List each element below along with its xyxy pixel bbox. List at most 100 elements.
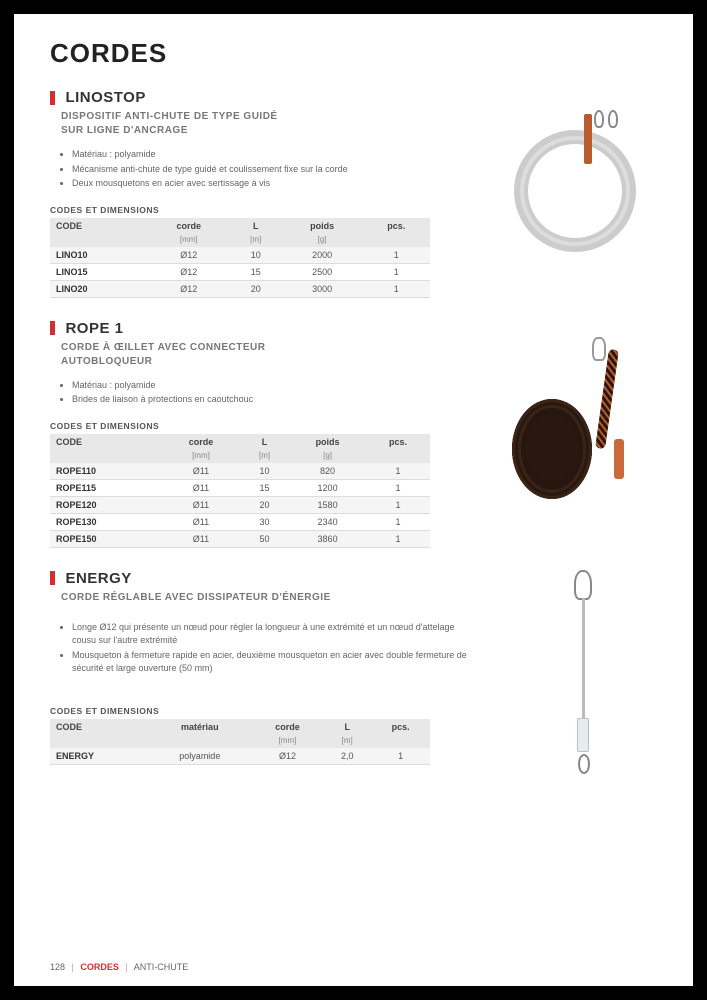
product-name: ROPE 1 [65, 320, 123, 337]
feature-item: Longe Ø12 qui présente un nœud pour régl… [72, 621, 472, 648]
product-heading: ENERGY [50, 570, 472, 588]
table-head-row: CODE corde L poids pcs. [50, 218, 430, 234]
product-image-area [487, 570, 657, 780]
footer-subcategory: ANTI-CHUTE [134, 962, 189, 972]
col-unit: [m] [323, 735, 371, 748]
table-cell: 1580 [289, 496, 366, 513]
feature-item: Mousqueton à fermeture rapide en acier, … [72, 649, 472, 676]
section-rope1: ROPE 1 CORDE À ŒILLET AVEC CONNECTEUR AU… [50, 320, 657, 548]
col-header: L [230, 218, 282, 234]
carabiner-icon [578, 754, 590, 774]
product-name: LINOSTOP [65, 89, 145, 106]
product-heading: ROPE 1 [50, 320, 472, 338]
table-cell: 15 [240, 479, 289, 496]
table-cell: 10 [230, 247, 282, 264]
product-image-area [487, 89, 657, 298]
table-cell: 15 [230, 263, 282, 280]
product-subtitle: CORDE RÉGLABLE AVEC DISSIPATEUR D'ÉNERGI… [61, 591, 472, 605]
col-unit [148, 735, 252, 748]
table-cell: 1 [366, 463, 430, 480]
table-head-row: CODE corde L poids pcs. [50, 434, 430, 450]
table-row: ROPE115Ø111512001 [50, 479, 430, 496]
table-cell: 1 [366, 513, 430, 530]
energy-absorber-icon [577, 718, 589, 752]
table-head-row: CODE matériau corde L pcs. [50, 719, 430, 735]
col-unit: [mm] [162, 450, 240, 463]
col-header: CODE [50, 719, 148, 735]
col-unit [371, 735, 430, 748]
col-header: poids [289, 434, 366, 450]
table-cell: 2,0 [323, 748, 371, 765]
table-row: ROPE110Ø11108201 [50, 463, 430, 480]
table-cell: 1 [366, 496, 430, 513]
table-cell: 1 [366, 530, 430, 547]
col-header: pcs. [371, 719, 430, 735]
col-header: CODE [50, 218, 148, 234]
table-cell: 1 [371, 748, 430, 765]
cord-line [582, 598, 585, 718]
section-content: ENERGY CORDE RÉGLABLE AVEC DISSIPATEUR D… [50, 570, 487, 780]
table-row: ENERGYpolyamideØ122,01 [50, 748, 430, 765]
table-body: ENERGYpolyamideØ122,01 [50, 748, 430, 765]
feature-item: Matériau : polyamide [72, 379, 472, 393]
spec-table: CODE corde L poids pcs. [mm] [m] [g] LIN [50, 218, 430, 298]
col-unit: [g] [289, 450, 366, 463]
section-linostop: LINOSTOP DISPOSITIF ANTI-CHUTE DE TYPE G… [50, 89, 657, 298]
col-unit [366, 450, 430, 463]
col-unit [363, 234, 430, 247]
product-heading: LINOSTOP [50, 89, 472, 107]
table-cell: Ø11 [162, 463, 240, 480]
table-cell: LINO15 [50, 263, 148, 280]
table-cell: 20 [240, 496, 289, 513]
section-energy: ENERGY CORDE RÉGLABLE AVEC DISSIPATEUR D… [50, 570, 657, 780]
table-cell: 2000 [282, 247, 363, 264]
table-cell: 1 [363, 280, 430, 297]
col-header: L [323, 719, 371, 735]
feature-item: Brides de liaison à protections en caout… [72, 393, 472, 407]
table-body: ROPE110Ø11108201ROPE115Ø111512001ROPE120… [50, 463, 430, 548]
feature-item: Matériau : polyamide [72, 148, 472, 162]
table-cell: polyamide [148, 748, 252, 765]
col-header: corde [148, 218, 230, 234]
accent-bar [50, 321, 55, 335]
col-unit [50, 450, 162, 463]
col-header: CODE [50, 434, 162, 450]
col-header: matériau [148, 719, 252, 735]
page-footer: 128 | CORDES | ANTI-CHUTE [50, 962, 188, 972]
catalog-page: CORDES LINOSTOP DISPOSITIF ANTI-CHUTE DE… [14, 14, 693, 986]
col-header: L [240, 434, 289, 450]
col-header: corde [162, 434, 240, 450]
col-header: pcs. [366, 434, 430, 450]
spec-table: CODE matériau corde L pcs. [mm] [m] ENE [50, 719, 430, 765]
table-cell: 30 [240, 513, 289, 530]
table-cell: 50 [240, 530, 289, 547]
rope-black-illustration [502, 339, 642, 529]
table-cell: ROPE120 [50, 496, 162, 513]
table-cell: 1200 [289, 479, 366, 496]
table-cell: ENERGY [50, 748, 148, 765]
accent-bar [50, 91, 55, 105]
table-units-row: [mm] [m] [g] [50, 450, 430, 463]
table-units-row: [mm] [m] [50, 735, 430, 748]
col-unit: [m] [240, 450, 289, 463]
rope-coil [512, 399, 592, 499]
col-unit [50, 735, 148, 748]
table-cell: 2340 [289, 513, 366, 530]
col-unit: [g] [282, 234, 363, 247]
lanyard-illustration [532, 570, 612, 780]
table-body: LINO10Ø121020001LINO15Ø121525001LINO20Ø1… [50, 247, 430, 298]
table-cell: Ø11 [162, 513, 240, 530]
product-image-area [487, 320, 657, 548]
table-caption: CODES ET DIMENSIONS [50, 205, 472, 215]
table-units-row: [mm] [m] [g] [50, 234, 430, 247]
table-caption: CODES ET DIMENSIONS [50, 706, 472, 716]
table-cell: 2500 [282, 263, 363, 280]
feature-item: Deux mousquetons en acier avec sertissag… [72, 177, 472, 191]
table-cell: 1 [366, 479, 430, 496]
table-caption: CODES ET DIMENSIONS [50, 421, 472, 431]
feature-item: Mécanisme anti-chute de type guidé et co… [72, 163, 472, 177]
product-subtitle: CORDE À ŒILLET AVEC CONNECTEUR AUTOBLOQU… [61, 341, 472, 369]
table-cell: 20 [230, 280, 282, 297]
table-row: ROPE150Ø115038601 [50, 530, 430, 547]
section-content: ROPE 1 CORDE À ŒILLET AVEC CONNECTEUR AU… [50, 320, 487, 548]
